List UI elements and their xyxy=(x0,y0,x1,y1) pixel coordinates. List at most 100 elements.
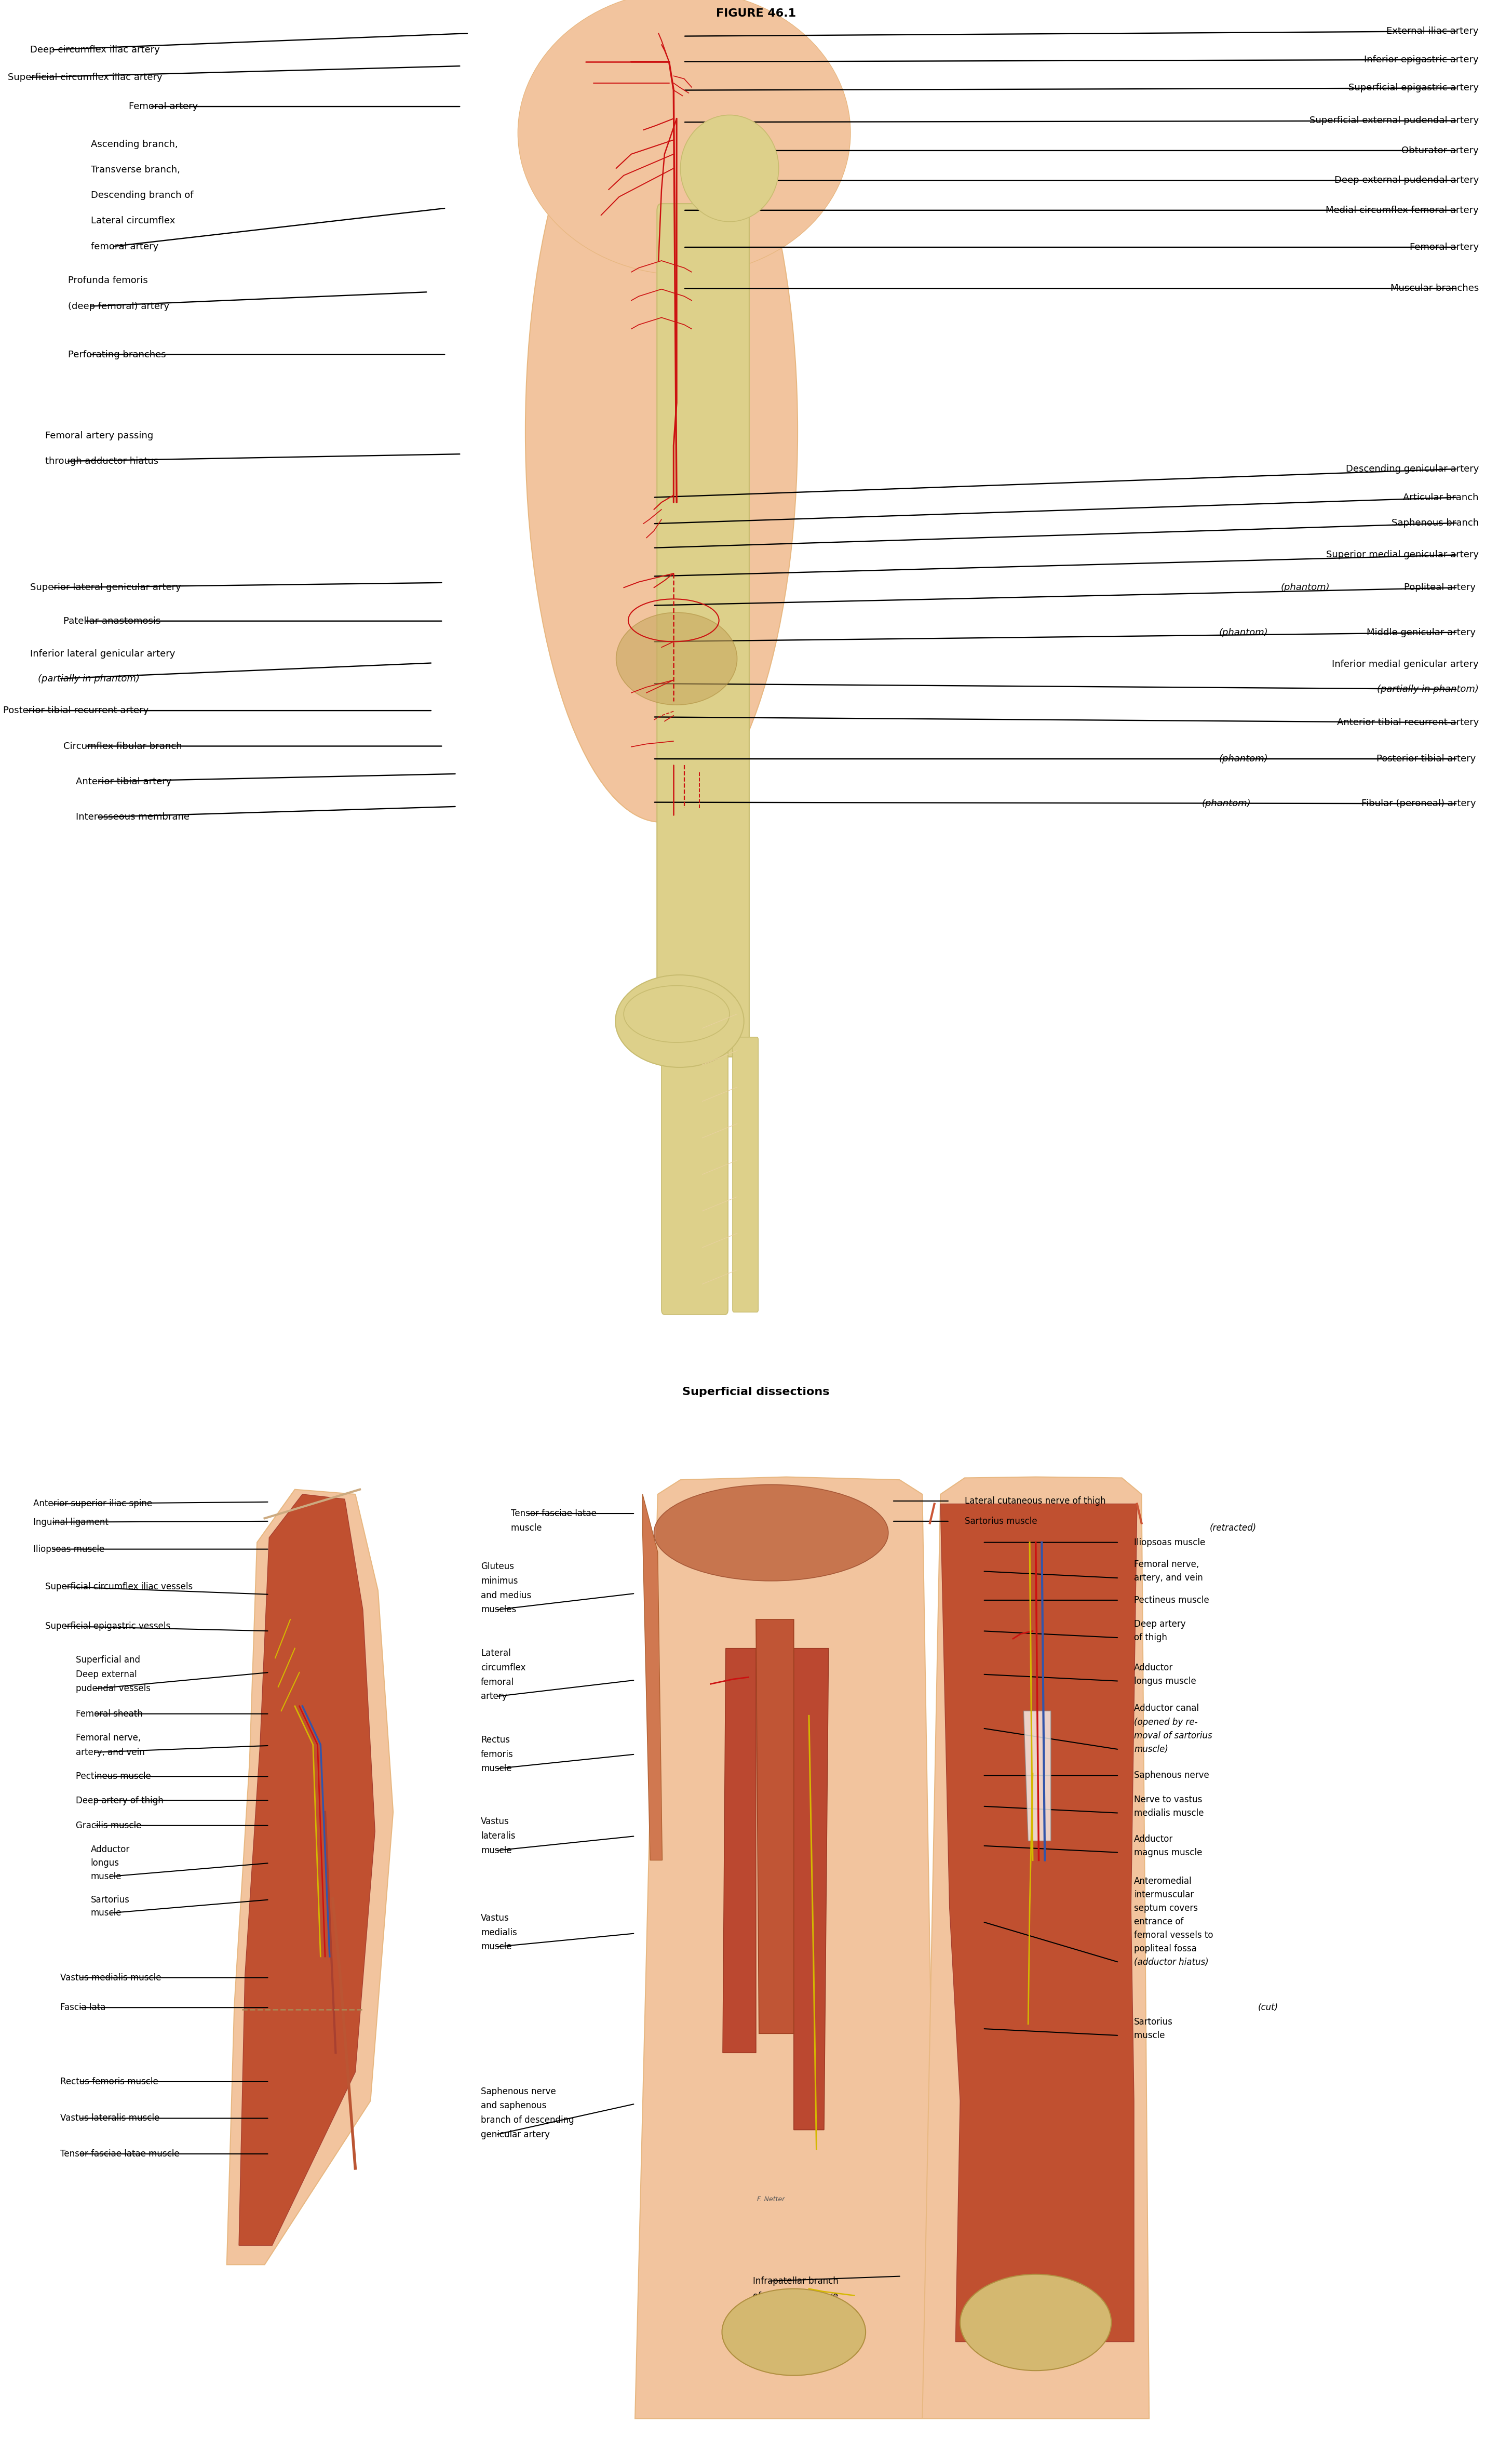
Text: septum covers: septum covers xyxy=(1134,1904,1198,1914)
Text: Popliteal artery: Popliteal artery xyxy=(1405,583,1479,592)
Text: Inferior epigastric artery: Inferior epigastric artery xyxy=(1364,56,1479,63)
Text: Superficial epigastric vessels: Superficial epigastric vessels xyxy=(45,1621,171,1631)
Text: Inguinal ligament: Inguinal ligament xyxy=(33,1516,109,1526)
Text: lateralis: lateralis xyxy=(481,1831,516,1841)
Text: Gracilis muscle: Gracilis muscle xyxy=(76,1821,141,1831)
Text: Infrapatellar branch: Infrapatellar branch xyxy=(753,2277,839,2287)
Text: Transverse branch,: Transverse branch, xyxy=(91,166,180,176)
Text: Articular branch: Articular branch xyxy=(1403,492,1479,502)
Text: and medius: and medius xyxy=(481,1590,531,1599)
Text: muscles: muscles xyxy=(481,1604,516,1614)
Text: Saphenous branch: Saphenous branch xyxy=(1391,519,1479,527)
Text: Superior medial genicular artery: Superior medial genicular artery xyxy=(1326,551,1479,561)
Ellipse shape xyxy=(723,2289,865,2375)
Text: Femoral nerve,: Femoral nerve, xyxy=(76,1733,141,1743)
Text: (partially in phantom): (partially in phantom) xyxy=(38,673,139,683)
Text: Femoral artery: Femoral artery xyxy=(1409,241,1479,251)
Text: Fibular (peroneal) artery: Fibular (peroneal) artery xyxy=(1361,800,1479,809)
Text: Inferior lateral genicular artery: Inferior lateral genicular artery xyxy=(30,649,175,658)
Text: Sartorius muscle: Sartorius muscle xyxy=(965,1516,1040,1526)
Text: Adductor: Adductor xyxy=(91,1846,130,1855)
Polygon shape xyxy=(756,1619,794,2033)
Text: pudendal vessels: pudendal vessels xyxy=(76,1685,150,1694)
FancyBboxPatch shape xyxy=(656,205,750,1058)
Text: Tensor fasciae latae muscle: Tensor fasciae latae muscle xyxy=(60,2150,180,2158)
Text: Inferior medial genicular artery: Inferior medial genicular artery xyxy=(1332,661,1479,668)
Text: Pectineus muscle: Pectineus muscle xyxy=(1134,1594,1210,1604)
Text: moval of sartorius: moval of sartorius xyxy=(1134,1731,1213,1741)
Text: Posterior tibial artery: Posterior tibial artery xyxy=(1376,753,1479,763)
Text: Deep artery: Deep artery xyxy=(1134,1619,1185,1629)
Text: Ascending branch,: Ascending branch, xyxy=(91,139,178,149)
Text: Middle genicular artery: Middle genicular artery xyxy=(1367,627,1479,636)
Text: Nerve to vastus: Nerve to vastus xyxy=(1134,1794,1202,1804)
Ellipse shape xyxy=(617,612,738,705)
Text: artery, and vein: artery, and vein xyxy=(76,1748,145,1758)
Text: Obturator artery: Obturator artery xyxy=(1402,146,1479,156)
Text: Saphenous nerve: Saphenous nerve xyxy=(1134,1770,1210,1780)
Text: Tensor fasciae latae: Tensor fasciae latae xyxy=(511,1509,597,1519)
Text: Circumflex fibular branch: Circumflex fibular branch xyxy=(64,741,181,751)
Text: femoral artery: femoral artery xyxy=(91,241,159,251)
Text: Muscular branches: Muscular branches xyxy=(1391,283,1479,293)
Polygon shape xyxy=(227,1490,393,2265)
Text: popliteal fossa: popliteal fossa xyxy=(1134,1943,1196,1953)
Text: Anteromedial: Anteromedial xyxy=(1134,1877,1191,1887)
Text: femoral vessels to: femoral vessels to xyxy=(1134,1931,1213,1941)
FancyBboxPatch shape xyxy=(733,1036,759,1312)
Text: Deep circumflex iliac artery: Deep circumflex iliac artery xyxy=(30,44,160,54)
Text: Anterior tibial artery: Anterior tibial artery xyxy=(76,778,171,787)
Text: Descending genicular artery: Descending genicular artery xyxy=(1346,463,1479,473)
Text: Sartorius: Sartorius xyxy=(91,1894,130,1904)
Text: muscle: muscle xyxy=(481,1765,511,1772)
Text: Iliopsoas muscle: Iliopsoas muscle xyxy=(1134,1538,1205,1548)
Text: Vastus: Vastus xyxy=(481,1914,510,1924)
Text: Vastus medialis muscle: Vastus medialis muscle xyxy=(60,1972,162,1982)
Text: Patellar anastomosis: Patellar anastomosis xyxy=(64,617,160,627)
Text: Medial circumflex femoral artery: Medial circumflex femoral artery xyxy=(1326,205,1479,215)
Text: (adductor hiatus): (adductor hiatus) xyxy=(1134,1958,1208,1967)
Text: Sartorius: Sartorius xyxy=(1134,2016,1173,2026)
Text: circumflex: circumflex xyxy=(481,1663,526,1672)
Polygon shape xyxy=(940,1504,1137,2340)
Text: muscle: muscle xyxy=(1134,2031,1167,2041)
Text: femoral: femoral xyxy=(481,1677,514,1687)
Text: medialis muscle: medialis muscle xyxy=(1134,1809,1204,1819)
Text: longus: longus xyxy=(91,1858,119,1868)
Ellipse shape xyxy=(680,115,779,222)
Text: muscle: muscle xyxy=(481,1943,511,1950)
Text: Vastus: Vastus xyxy=(481,1816,510,1826)
Text: and saphenous: and saphenous xyxy=(481,2102,546,2111)
Text: (cut): (cut) xyxy=(1258,2004,1278,2011)
Text: of saphenous nerve: of saphenous nerve xyxy=(753,2292,838,2301)
Text: Iliopsoas muscle: Iliopsoas muscle xyxy=(33,1543,104,1553)
Ellipse shape xyxy=(519,0,850,275)
Polygon shape xyxy=(723,1648,756,2053)
Text: Interosseous membrane: Interosseous membrane xyxy=(76,812,189,822)
Text: Gluteus: Gluteus xyxy=(481,1563,514,1570)
Text: Rectus femoris muscle: Rectus femoris muscle xyxy=(60,2077,159,2087)
Text: (phantom): (phantom) xyxy=(1281,583,1329,592)
Polygon shape xyxy=(794,1648,829,2131)
Text: Profunda femoris: Profunda femoris xyxy=(68,275,148,285)
Text: Femoral artery passing: Femoral artery passing xyxy=(45,432,154,441)
Polygon shape xyxy=(643,1494,662,1860)
Text: Rectus: Rectus xyxy=(481,1736,510,1746)
Ellipse shape xyxy=(624,985,730,1043)
Text: Saphenous nerve: Saphenous nerve xyxy=(481,2087,556,2097)
Text: External iliac artery: External iliac artery xyxy=(1387,27,1479,37)
Text: Superficial circumflex iliac vessels: Superficial circumflex iliac vessels xyxy=(45,1582,194,1592)
Text: Superior lateral genicular artery: Superior lateral genicular artery xyxy=(30,583,181,592)
Text: artery: artery xyxy=(481,1692,507,1702)
Text: Deep external pudendal artery: Deep external pudendal artery xyxy=(1334,176,1479,185)
Text: muscle: muscle xyxy=(91,1909,121,1919)
Text: artery, and vein: artery, and vein xyxy=(1134,1573,1204,1582)
Text: Lateral cutaneous nerve of thigh: Lateral cutaneous nerve of thigh xyxy=(965,1497,1108,1507)
Polygon shape xyxy=(1024,1711,1051,1841)
Text: (phantom): (phantom) xyxy=(1202,800,1250,809)
Text: Superficial circumflex iliac artery: Superficial circumflex iliac artery xyxy=(8,73,162,83)
Text: FIGURE 46.1: FIGURE 46.1 xyxy=(717,7,795,20)
Text: F. Netter: F. Netter xyxy=(758,2197,785,2202)
FancyBboxPatch shape xyxy=(662,1007,729,1314)
Text: Superficial external pudendal artery: Superficial external pudendal artery xyxy=(1309,117,1479,124)
